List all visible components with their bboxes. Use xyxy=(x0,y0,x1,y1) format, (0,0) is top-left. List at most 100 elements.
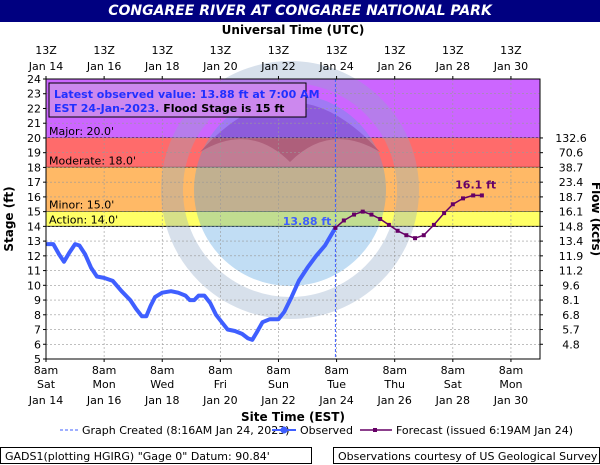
top-tick-date: Jan 22 xyxy=(260,60,295,73)
grid-lines xyxy=(45,78,540,360)
legend-forecast-label: Forecast (issued 6:19AM Jan 24) xyxy=(396,424,573,437)
data-credit: Observations courtesy of US Geological S… xyxy=(333,447,600,464)
forecast-point xyxy=(442,211,447,216)
forecast-point xyxy=(431,222,436,227)
y-axis-title: Stage (ft) xyxy=(2,186,16,251)
flow-tick-label: 4.8 xyxy=(562,338,580,351)
top-tick-date: Jan 26 xyxy=(376,60,411,73)
info-flood-stage: EST 24-Jan-2023. Flood Stage is 15 ft xyxy=(54,102,284,115)
flow-tick-label: 5.7 xyxy=(562,324,580,337)
axis-titles: Universal Time (UTC) Site Time (EST) Stage… xyxy=(2,23,600,424)
legend: Graph Created (8:16AM Jan 24, 2023) Obser… xyxy=(60,424,573,437)
forecast-point xyxy=(460,196,465,201)
y-tick-label: 13 xyxy=(27,235,41,248)
forecast-point xyxy=(404,233,409,238)
x-tick-time: 8am xyxy=(382,364,406,377)
y-tick-label: 5 xyxy=(34,353,41,366)
y-tick-label: 21 xyxy=(27,117,41,130)
forecast-peak-label: 16.1 ft xyxy=(455,178,496,191)
flow-tick-label: 8.1 xyxy=(562,294,580,307)
top-tick-time: 13Z xyxy=(442,44,464,57)
x-tick-day: Mon xyxy=(93,378,116,391)
forecast-point xyxy=(386,222,391,227)
flow-tick-label: 11.9 xyxy=(559,250,584,263)
flow-tick-label: 9.6 xyxy=(562,279,580,292)
x-tick-time: 8am xyxy=(324,364,348,377)
axes xyxy=(45,78,541,360)
top-tick-date: Jan 24 xyxy=(318,60,353,73)
x-tick-day: Mon xyxy=(499,378,522,391)
x-tick-date: Jan 18 xyxy=(144,394,179,407)
x-tick-time: 8am xyxy=(92,364,116,377)
top-tick-date: Jan 30 xyxy=(493,60,528,73)
flow-tick-label: 14.8 xyxy=(559,220,584,233)
y-tick-label: 8 xyxy=(34,309,41,322)
flow-tick-label: 6.8 xyxy=(562,309,580,322)
x-tick-day: Thu xyxy=(383,378,405,391)
top-tick-date: Jan 28 xyxy=(435,60,470,73)
hydrograph-chart: Major: 20.0' Moderate: 18.0' Minor: 15.0'A… xyxy=(2,23,600,437)
y-tick-label: 22 xyxy=(27,102,41,115)
y2-axis-title: Flow (kcfs) xyxy=(589,182,600,256)
legend-observed-marker xyxy=(280,426,288,434)
forecast-point xyxy=(421,233,426,238)
top-tick-time: 13Z xyxy=(384,44,406,57)
forecast-point xyxy=(369,212,374,217)
forecast-point xyxy=(378,217,383,221)
legend-created-label: Graph Created (8:16AM Jan 24, 2023) xyxy=(82,424,290,437)
band-action xyxy=(46,211,540,227)
y-tick-label: 6 xyxy=(34,338,41,351)
top-tick-time: 13Z xyxy=(93,44,115,57)
x-tick-date: Jan 24 xyxy=(318,394,353,407)
y-tick-label: 19 xyxy=(27,147,41,160)
x-tick-date: Jan 14 xyxy=(28,394,63,407)
x-tick-day: Sat xyxy=(37,378,56,391)
legend-observed-label: Observed xyxy=(300,424,353,437)
top-tick-time: 13Z xyxy=(151,44,173,57)
y-tick-label: 9 xyxy=(34,294,41,307)
flow-tick-label: 18.7 xyxy=(559,191,584,204)
forecast-point xyxy=(341,218,346,223)
x-tick-day: Tue xyxy=(326,378,346,391)
noaa-seal-ring xyxy=(161,61,419,319)
info-box-bg xyxy=(48,82,307,118)
y-tick-label: 15 xyxy=(27,206,41,219)
series-lines xyxy=(45,193,484,342)
x-tick-time: 8am xyxy=(34,364,58,377)
plot-frame xyxy=(45,78,541,360)
y-tick-label: 24 xyxy=(27,73,41,86)
y-tick-label: 10 xyxy=(27,279,41,292)
y-tick-label: 12 xyxy=(27,250,41,263)
forecast-point xyxy=(413,236,418,241)
x-tick-date: Jan 22 xyxy=(260,394,295,407)
forecast-point xyxy=(395,228,400,233)
series-observed-line xyxy=(45,225,338,342)
x-tick-day: Sat xyxy=(444,378,463,391)
forecast-point xyxy=(450,202,455,207)
band-label-minor: Minor: 15.0' xyxy=(49,199,114,212)
y-tick-label: 17 xyxy=(27,176,41,189)
forecast-point xyxy=(352,212,357,217)
x-tick-day: Sun xyxy=(268,378,289,391)
top-tick-date: Jan 20 xyxy=(202,60,237,73)
x-tick-date: Jan 20 xyxy=(202,394,237,407)
flow-tick-label: 23.4 xyxy=(559,176,584,189)
y-tick-label: 18 xyxy=(27,161,41,174)
x-tick-day: Wed xyxy=(150,378,174,391)
x-tick-time: 8am xyxy=(499,364,523,377)
x-tick-date: Jan 26 xyxy=(376,394,411,407)
tick-labels: 567891011121314151617181920212223244.85.… xyxy=(27,44,587,407)
x-axis-title: Site Time (EST) xyxy=(241,410,345,424)
forecast-point xyxy=(360,209,365,214)
band-label-action: Action: 14.0' xyxy=(49,213,118,226)
forecast-point xyxy=(333,225,338,230)
y-tick-label: 14 xyxy=(27,220,41,233)
chart-title: CONGAREE RIVER AT CONGAREE NATIONAL PARK xyxy=(0,0,600,22)
x-tick-date: Jan 16 xyxy=(86,394,121,407)
x-tick-time: 8am xyxy=(208,364,232,377)
noaa-seal-disc xyxy=(194,94,386,286)
flow-tick-label: 132.6 xyxy=(555,132,587,145)
top-tick-time: 13Z xyxy=(326,44,348,57)
band-minor xyxy=(46,167,540,212)
top-tick-time: 13Z xyxy=(210,44,232,57)
